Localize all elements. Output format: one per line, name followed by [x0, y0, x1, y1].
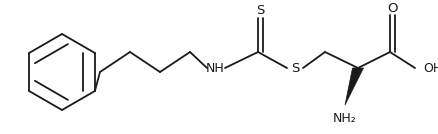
Text: O: O	[387, 1, 398, 14]
Text: S: S	[291, 62, 299, 75]
Text: NH₂: NH₂	[333, 111, 357, 124]
Text: OH: OH	[423, 62, 438, 75]
Polygon shape	[345, 68, 364, 105]
Text: S: S	[256, 3, 265, 16]
Text: NH: NH	[205, 62, 224, 75]
